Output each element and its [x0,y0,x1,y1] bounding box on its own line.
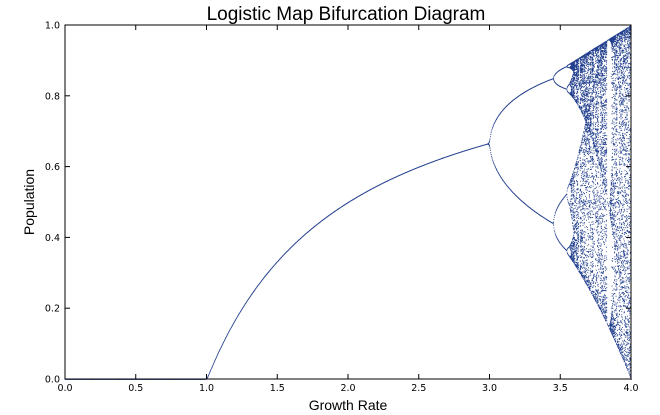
x-tick-label: 2.5 [411,383,426,394]
x-tick-label: 1.5 [270,383,285,394]
plot-area [64,24,632,380]
x-tick-label: 0.5 [128,383,143,394]
data-point-group [469,118,497,170]
y-tick-label: 0.2 [45,304,60,315]
y-tick-label: 1.0 [45,21,60,32]
x-tick-label: 0.0 [57,383,72,394]
x-tick-label: 3.0 [482,383,497,394]
x-tick-label: 4.0 [623,383,638,394]
y-tick-label: 0.8 [45,91,60,102]
x-tick-label: 2.0 [340,383,355,394]
data-point-group [280,231,309,259]
y-axis-label: Population [21,169,37,235]
data-point-group [550,59,578,269]
data-points [65,25,632,380]
chart-title: Logistic Map Bifurcation Diagram [207,4,486,25]
y-axis-ticks: 0.0 0.2 0.4 0.6 0.8 1.0 [45,21,631,386]
data-point-group [199,335,228,380]
x-axis-label: Growth Rate [309,397,388,413]
data-point-group [496,92,524,203]
data-point-group [307,211,336,233]
data-point-group [334,194,363,212]
y-tick-label: 0.0 [45,375,60,386]
data-point-group [226,290,255,336]
data-point-group [442,149,470,159]
x-tick-label: 3.5 [553,383,568,394]
data-point-group [523,79,551,223]
x-axis-ticks: 0.0 0.5 1.0 1.5 2.0 2.5 3.0 3.5 4.0 [57,25,639,394]
data-point-group [415,157,444,169]
data-point-group [576,42,605,318]
y-tick-label: 0.6 [45,162,60,173]
data-point-group [603,25,632,379]
y-tick-label: 0.4 [45,233,60,244]
x-tick-label: 1.0 [199,383,214,394]
data-point-group [361,180,389,195]
data-point-group [388,168,416,181]
data-point-group [253,257,282,292]
